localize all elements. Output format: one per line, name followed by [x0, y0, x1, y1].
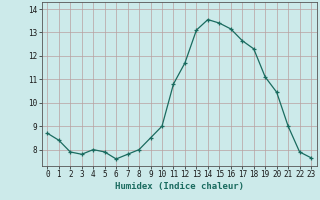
- X-axis label: Humidex (Indice chaleur): Humidex (Indice chaleur): [115, 182, 244, 191]
